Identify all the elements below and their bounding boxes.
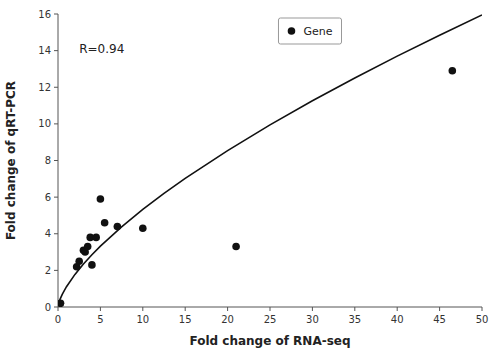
- point: [58, 300, 64, 307]
- x-tick-label: 50: [476, 314, 489, 325]
- point: [101, 219, 109, 227]
- point: [114, 223, 122, 231]
- x-tick-label: 10: [136, 314, 149, 325]
- y-tick-label: 4: [45, 228, 51, 239]
- x-tick-label: 0: [55, 314, 61, 325]
- x-tick-label: 45: [433, 314, 446, 325]
- x-tick-label: 15: [179, 314, 192, 325]
- legend-swatch: [288, 27, 296, 35]
- x-tick: [439, 307, 440, 311]
- x-tick-label: 35: [348, 314, 361, 325]
- point: [139, 224, 147, 232]
- x-tick: [482, 307, 483, 311]
- fit-line: [58, 15, 482, 304]
- point: [232, 243, 240, 251]
- x-tick: [312, 307, 313, 311]
- y-tick: [54, 50, 58, 51]
- x-tick: [142, 307, 143, 311]
- point: [97, 195, 105, 203]
- y-tick-label: 6: [45, 192, 51, 203]
- y-tick: [54, 307, 58, 308]
- x-tick-label: 40: [391, 314, 404, 325]
- x-tick: [100, 307, 101, 311]
- x-axis-title: Fold change of RNA-seq: [189, 334, 350, 348]
- y-tick-label: 0: [45, 302, 51, 313]
- plot-area: [58, 15, 482, 307]
- x-tick-label: 30: [306, 314, 319, 325]
- point: [88, 261, 96, 269]
- y-tick-label: 10: [38, 118, 51, 129]
- y-tick: [54, 197, 58, 198]
- x-tick-label: 20: [221, 314, 234, 325]
- x-tick-label: 5: [97, 314, 103, 325]
- y-tick: [54, 270, 58, 271]
- y-tick-label: 2: [45, 265, 51, 276]
- point: [92, 234, 100, 242]
- legend-label: Gene: [303, 25, 332, 38]
- legend: Gene: [288, 25, 333, 38]
- y-tick: [54, 87, 58, 88]
- x-tick-label: 25: [264, 314, 277, 325]
- y-axis-title: Fold change of qRT-PCR: [4, 81, 18, 240]
- y-tick: [54, 160, 58, 161]
- annotation: R=0.94: [79, 42, 124, 56]
- y-tick: [54, 123, 58, 124]
- y-tick-label: 8: [45, 155, 51, 166]
- y-tick-label: 14: [38, 45, 51, 56]
- x-tick: [185, 307, 186, 311]
- x-tick: [354, 307, 355, 311]
- legend-box: [278, 18, 341, 44]
- y-tick-label: 12: [38, 82, 51, 93]
- x-tick: [397, 307, 398, 311]
- x-tick: [227, 307, 228, 311]
- y-tick: [54, 233, 58, 234]
- point: [75, 257, 83, 265]
- x-tick: [58, 307, 59, 311]
- chart: 0 5 10 15 20 25 30 35 40 45 50 0 2 4 6 8 10 12 14 16 Fold ch…: [0, 0, 500, 355]
- x-tick: [270, 307, 271, 311]
- point: [84, 243, 92, 251]
- y-tick: [54, 14, 58, 15]
- y-tick-label: 16: [38, 9, 51, 20]
- point: [449, 67, 457, 75]
